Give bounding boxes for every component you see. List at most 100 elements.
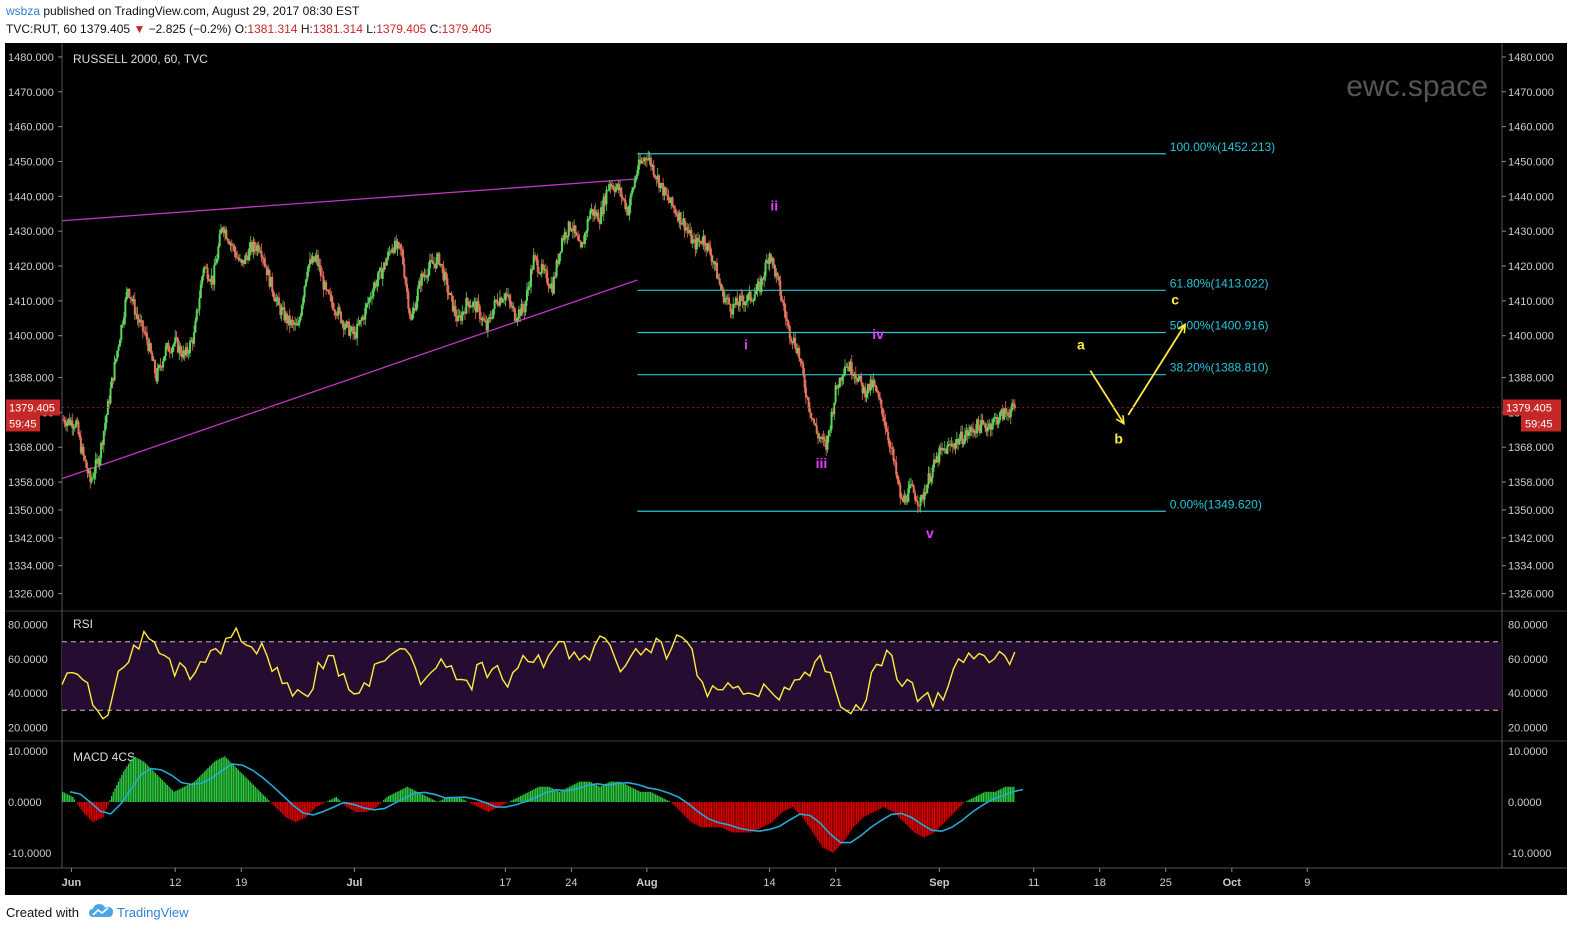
candle-body bbox=[616, 184, 619, 188]
macd-histogram-bar bbox=[898, 801, 900, 818]
candle-body bbox=[984, 423, 987, 428]
price-tick-label-right: 1334.000 bbox=[1508, 561, 1554, 573]
candle-body bbox=[532, 255, 535, 270]
candle-body bbox=[318, 265, 321, 267]
macd-histogram-bar bbox=[680, 801, 682, 813]
candle-body bbox=[354, 332, 357, 339]
macd-histogram-bar bbox=[906, 801, 909, 826]
macd-histogram-bar bbox=[551, 788, 554, 802]
macd-histogram-bar bbox=[975, 796, 978, 802]
macd-tick-label-left: 10.0000 bbox=[8, 746, 48, 758]
candle-body bbox=[699, 240, 702, 244]
macd-histogram-bar bbox=[737, 801, 740, 833]
macd-histogram-bar bbox=[404, 787, 407, 802]
candle-body bbox=[346, 321, 349, 323]
created-with-text: Created with bbox=[6, 905, 79, 920]
candle-body bbox=[225, 229, 228, 239]
macd-histogram-bar bbox=[453, 796, 456, 802]
tradingview-link[interactable]: TradingView bbox=[117, 905, 189, 920]
macd-histogram-bar bbox=[230, 763, 233, 802]
chart-area[interactable]: 1480.000 1480.000 1470.000 1470.000 1460.000… bbox=[5, 43, 1567, 895]
candle-body bbox=[362, 316, 365, 320]
candle-body bbox=[476, 301, 479, 313]
candle-body bbox=[159, 364, 162, 367]
candle-body bbox=[380, 267, 383, 279]
macd-histogram-bar bbox=[788, 801, 790, 809]
candle-body bbox=[937, 455, 940, 463]
candle-body bbox=[875, 385, 878, 392]
candle-body bbox=[338, 307, 341, 312]
macd-histogram-bar bbox=[384, 798, 386, 802]
candle-body bbox=[218, 233, 221, 247]
macd-histogram-bar bbox=[752, 801, 755, 832]
candle-body bbox=[850, 361, 853, 375]
candle-body bbox=[963, 435, 966, 443]
candle-body bbox=[957, 438, 960, 445]
candle-body bbox=[633, 180, 636, 188]
macd-histogram-bar bbox=[105, 801, 108, 809]
macd-histogram-bar bbox=[318, 801, 321, 806]
time-tick-label: Oct bbox=[1223, 877, 1242, 889]
candle-body bbox=[500, 297, 503, 303]
macd-histogram-bar bbox=[879, 801, 881, 809]
macd-histogram-bar bbox=[771, 801, 773, 823]
candle-body bbox=[884, 421, 887, 429]
candle-body bbox=[625, 206, 628, 210]
chart-title: RUSSELL 2000, 60, TVC bbox=[73, 52, 208, 66]
macd-histogram-bar bbox=[974, 796, 976, 802]
candle-body bbox=[745, 300, 748, 303]
author-link[interactable]: wsbza bbox=[6, 4, 41, 18]
candle-body bbox=[932, 459, 935, 468]
candle-body bbox=[835, 385, 838, 389]
candle-body bbox=[147, 339, 150, 351]
macd-histogram-bar bbox=[257, 790, 260, 802]
candle-body bbox=[375, 282, 378, 287]
close-value: 1379.405 bbox=[441, 22, 492, 36]
candle-body bbox=[825, 441, 828, 450]
macd-histogram-bar bbox=[928, 801, 930, 835]
macd-tick-label-right: 0.0000 bbox=[1508, 797, 1542, 809]
candle-body bbox=[973, 431, 976, 433]
candle-body bbox=[563, 232, 566, 240]
candle-body bbox=[885, 428, 888, 432]
candle-body bbox=[582, 242, 585, 244]
candle-body bbox=[941, 448, 944, 451]
candle-body bbox=[585, 231, 588, 234]
candle-body bbox=[686, 227, 689, 231]
macd-histogram-bar bbox=[925, 801, 927, 837]
candle-body bbox=[93, 473, 96, 478]
macd-histogram-bar bbox=[141, 760, 143, 802]
macd-histogram-bar bbox=[859, 801, 861, 821]
candle-body bbox=[399, 244, 402, 249]
macd-histogram-bar bbox=[960, 801, 963, 806]
macd-histogram-bar bbox=[366, 801, 368, 813]
macd-histogram-bar bbox=[315, 801, 317, 808]
candle-body bbox=[632, 187, 635, 191]
macd-histogram-bar bbox=[535, 788, 537, 802]
macd-histogram-bar bbox=[747, 801, 750, 833]
candle-body bbox=[352, 326, 355, 335]
macd-histogram-bar bbox=[78, 801, 81, 808]
macd-histogram-bar bbox=[790, 801, 792, 808]
candle-body bbox=[590, 208, 593, 211]
candle-body bbox=[689, 230, 692, 234]
candle-body bbox=[542, 264, 545, 270]
macd-histogram-bar bbox=[166, 785, 169, 802]
candle-body bbox=[939, 447, 942, 451]
macd-histogram-bar bbox=[474, 801, 476, 806]
candle-body bbox=[574, 225, 577, 234]
macd-histogram-bar bbox=[234, 766, 236, 802]
macd-histogram-bar bbox=[237, 769, 239, 802]
macd-histogram-bar bbox=[769, 801, 772, 824]
macd-histogram-bar bbox=[673, 801, 675, 806]
macd-histogram-bar bbox=[766, 801, 768, 825]
macd-histogram-bar bbox=[109, 800, 111, 802]
candle-body bbox=[453, 306, 456, 312]
macd-histogram-bar bbox=[513, 799, 515, 802]
candle-body bbox=[901, 498, 904, 502]
candle-body bbox=[335, 314, 338, 316]
time-tick-label: 14 bbox=[763, 877, 775, 889]
macd-histogram-bar bbox=[296, 801, 299, 822]
macd-histogram-bar bbox=[744, 801, 746, 833]
